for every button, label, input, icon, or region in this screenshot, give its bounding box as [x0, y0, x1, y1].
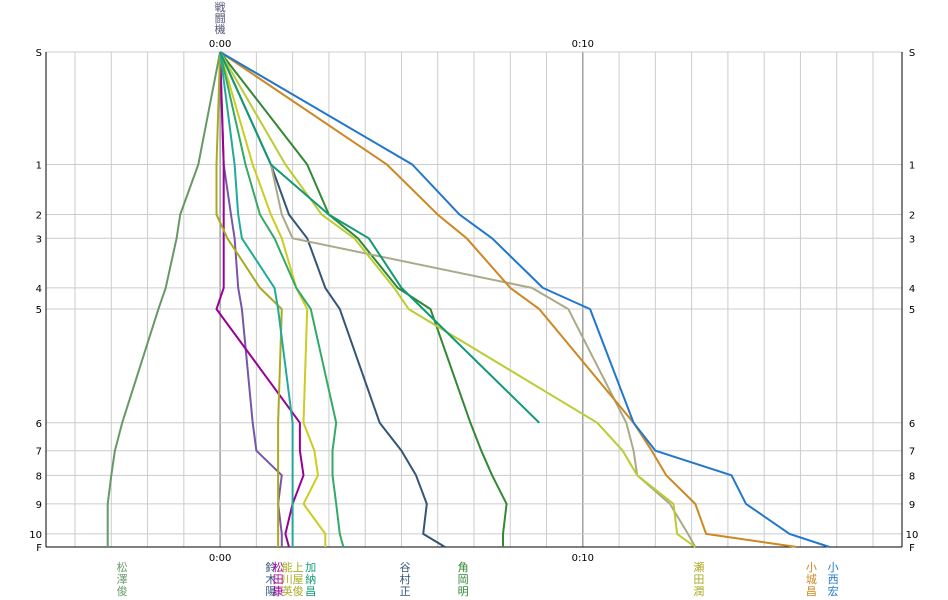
y-tick-label-right: 5 — [909, 305, 915, 316]
runner-label-glyph: 能 — [282, 560, 293, 574]
grid-layer — [46, 51, 902, 548]
y-tick-label-right: 10 — [906, 530, 919, 541]
y-tick-label-left: 2 — [36, 211, 42, 222]
top-marker-glyph: 闘 — [215, 12, 226, 25]
runner-label-glyph: 康 — [273, 584, 284, 598]
runner-label-glyph: 加 — [305, 561, 316, 574]
series-line-12 — [219, 51, 830, 548]
y-tick-label-right: 6 — [909, 419, 915, 430]
runner-label: 鈴木陽 — [265, 560, 276, 598]
y-tick-label-left: 1 — [36, 161, 42, 172]
y-tick-label-left: 10 — [29, 530, 42, 541]
series-line-7 — [219, 51, 294, 547]
x-tick-label-top: 0:00 — [209, 39, 231, 50]
series-line-13 — [219, 51, 696, 548]
runner-label: 松澤俊 — [117, 560, 128, 598]
runner-label-glyph: 田 — [273, 573, 284, 586]
runner-label-glyph: 鈴 — [265, 560, 276, 574]
y-tick-label-left: F — [36, 543, 42, 554]
runner-label-glyph: 正 — [400, 585, 411, 598]
runner-label: 小西宏 — [828, 561, 839, 598]
runner-label-glyph: 城 — [806, 573, 817, 586]
runner-label: 小城昌 — [806, 561, 817, 598]
series-line-3 — [215, 51, 305, 548]
runner-label-glyph: 澤 — [117, 573, 128, 586]
runner-label: 松田康 — [273, 560, 284, 598]
series-line-6 — [219, 51, 345, 548]
runner-label-glyph: 納 — [305, 573, 316, 586]
y-tick-label-right: 3 — [909, 234, 915, 245]
runner-label-glyph: 谷 — [400, 561, 411, 574]
series-line-1 — [106, 51, 222, 547]
runner-label: 上屋俊 — [293, 561, 304, 598]
runner-label-glyph: 小 — [828, 561, 839, 574]
y-tick-label-left: 8 — [36, 471, 42, 482]
y-tick-label-left: 7 — [36, 447, 42, 458]
runner-label-glyph: 潤 — [693, 585, 704, 598]
runner-label-glyph: 俊 — [117, 584, 128, 598]
x-tick-label-bottom: 0:00 — [209, 553, 231, 564]
y-tick-label-right: S — [909, 48, 915, 59]
top-marker-glyph: 戦 — [215, 1, 226, 14]
y-tick-label-left: 3 — [36, 234, 42, 245]
runner-label-glyph: 田 — [693, 573, 704, 586]
runner-label-glyph: 昌 — [806, 585, 817, 598]
runner-label-glyph: 上 — [293, 561, 304, 574]
series-line-14 — [219, 51, 540, 424]
top-marker-label: 戦闘機 — [215, 1, 226, 36]
runner-label: 加納昌 — [305, 561, 316, 598]
runner-label-glyph: 小 — [806, 561, 817, 574]
runner-label: 瀬田潤 — [693, 560, 704, 598]
x-tick-label-bottom: 0:10 — [572, 553, 594, 564]
runner-label-glyph: 西 — [828, 573, 839, 586]
series-line-9 — [219, 51, 508, 547]
runner-label-glyph: 屋 — [293, 573, 304, 586]
runner-label-glyph: 瀬 — [693, 560, 704, 574]
runner-label-glyph: 昌 — [305, 585, 316, 598]
y-tick-label-right: 2 — [909, 211, 915, 222]
runner-label-glyph: 木 — [265, 573, 276, 586]
y-tick-label-right: 9 — [909, 500, 915, 511]
runner-label: 角岡明 — [458, 561, 469, 598]
series-line-4 — [215, 51, 283, 547]
series-layer — [106, 51, 830, 548]
x-tick-label-top: 0:10 — [572, 39, 594, 50]
runner-label-glyph: 村 — [400, 572, 411, 586]
top-marker-glyph: 機 — [215, 22, 226, 36]
axis-layer: S S 1 1 2 2 3 3 4 4 5 5 6 6 7 7 8 8 9 9 10 10 F F 0:00 0:00 0:10 0:… — [29, 1, 918, 564]
y-tick-label-left: 6 — [36, 419, 42, 430]
y-tick-label-right: 8 — [909, 471, 915, 482]
series-line-11 — [219, 51, 797, 548]
runner-label-glyph: 俊 — [293, 584, 304, 598]
runner-label-glyph: 角 — [458, 561, 469, 574]
runner-label-glyph: 宏 — [828, 584, 839, 598]
y-tick-label-left: 9 — [36, 500, 42, 511]
runner-label-glyph: 松 — [117, 560, 128, 574]
runner-label-glyph: 陽 — [265, 585, 276, 598]
runner-label: 谷村正 — [400, 561, 411, 598]
y-tick-label-left: 5 — [36, 305, 42, 316]
y-tick-label-right: 7 — [909, 447, 915, 458]
y-tick-label-left: S — [36, 48, 42, 59]
runner-label-glyph: 英 — [282, 584, 293, 598]
series-line-10 — [219, 51, 697, 548]
runner-label-glyph: 川 — [282, 573, 293, 586]
runner-label-glyph: 松 — [273, 560, 284, 574]
runner-label: 能川英 — [282, 560, 293, 598]
y-tick-label-left: 4 — [36, 284, 42, 295]
series-line-8 — [219, 51, 446, 548]
series-line-5 — [219, 51, 327, 547]
runner-label-glyph: 岡 — [458, 573, 469, 586]
runner-label-glyph: 明 — [458, 585, 469, 598]
y-tick-label-right: F — [909, 543, 915, 554]
y-tick-label-right: 1 — [909, 161, 915, 172]
y-tick-label-right: 4 — [909, 284, 915, 295]
